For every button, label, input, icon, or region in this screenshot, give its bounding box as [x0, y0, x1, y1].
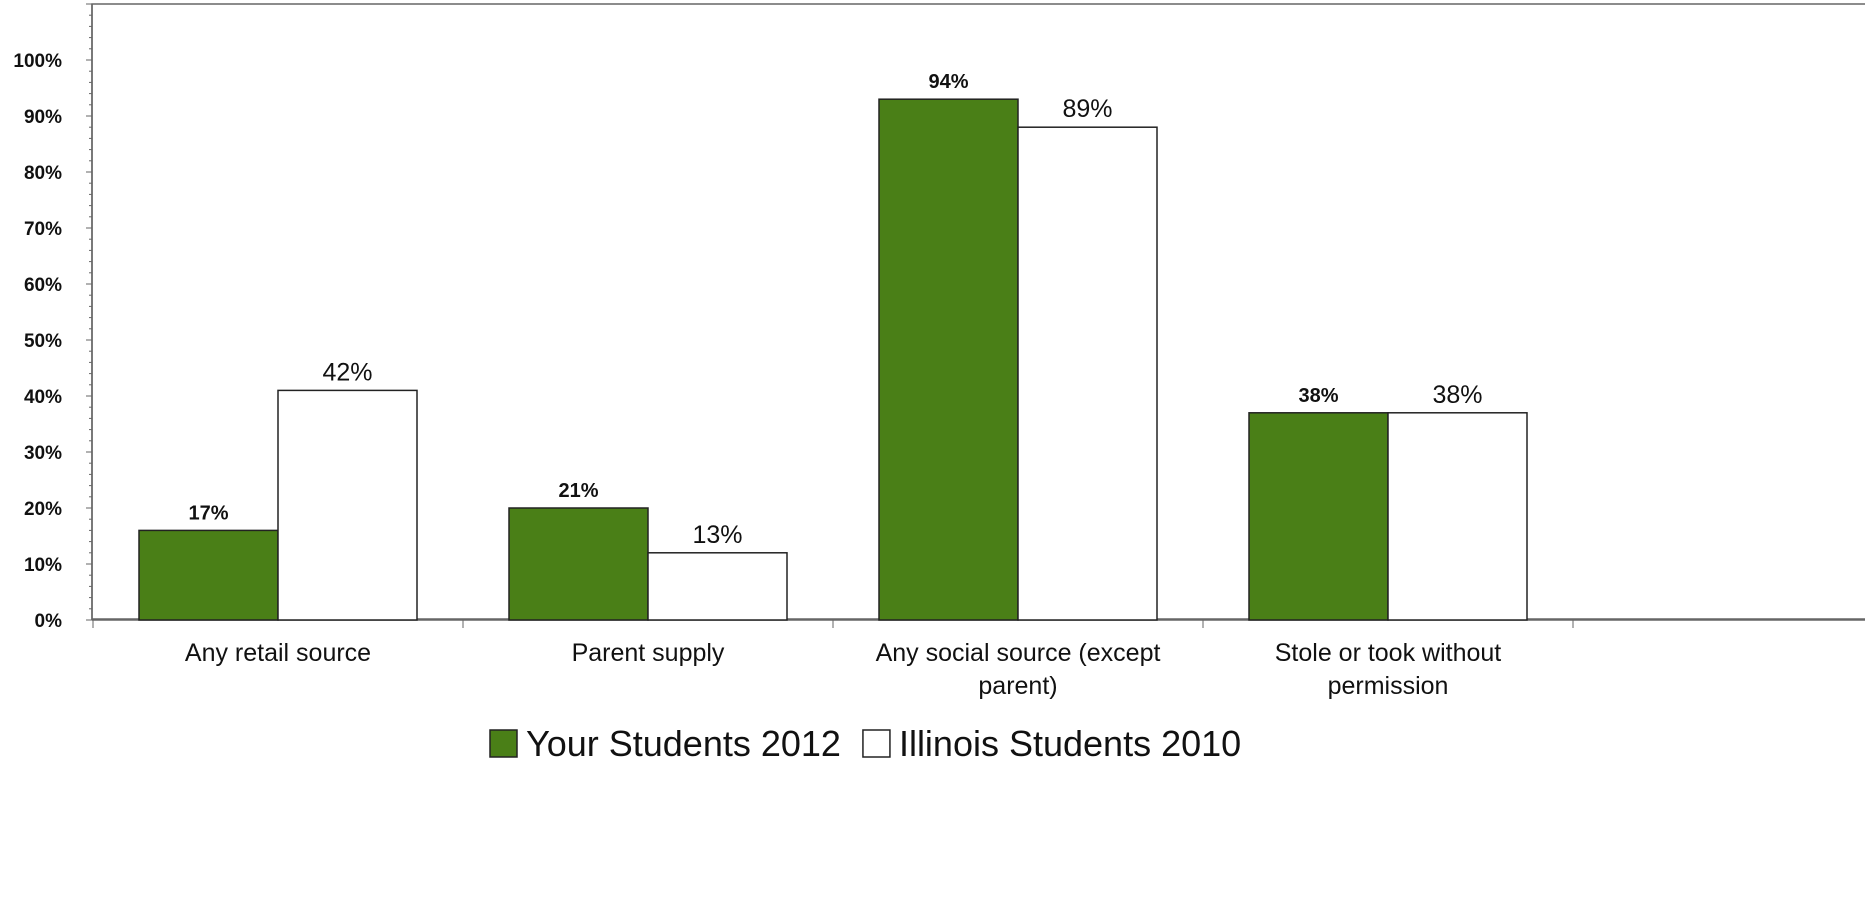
- data-label: 38%: [1432, 381, 1482, 409]
- x-tick-label: Any social source (except: [876, 639, 1161, 667]
- y-tick-label: 10%: [24, 555, 62, 576]
- y-tick-label: 30%: [24, 443, 62, 464]
- x-tick-label: Stole or took without: [1275, 639, 1502, 667]
- bar-illinois-students: [277, 389, 418, 621]
- bar-your-students: [508, 507, 649, 621]
- legend: Your Students 2012 Illinois Students 2010: [489, 723, 1241, 764]
- bar-your-students: [1248, 412, 1389, 621]
- x-tick-label: permission: [1328, 672, 1449, 700]
- y-tick-label: 70%: [24, 219, 62, 240]
- data-label: 94%: [928, 71, 968, 93]
- y-tick-label: 20%: [24, 499, 62, 520]
- data-label: 89%: [1062, 95, 1112, 123]
- y-tick-label: 0%: [35, 611, 63, 632]
- legend-label: Illinois Students 2010: [899, 723, 1241, 764]
- data-label: 21%: [558, 480, 598, 502]
- legend-swatch: [489, 729, 518, 758]
- data-label: 38%: [1298, 385, 1338, 407]
- bars: [138, 98, 1528, 621]
- data-label: 13%: [692, 521, 742, 549]
- bar-illinois-students: [647, 552, 788, 621]
- bar-your-students: [138, 529, 279, 621]
- y-tick-label: 100%: [13, 51, 62, 72]
- legend-label: Your Students 2012: [526, 723, 841, 764]
- x-tick-label: Any retail source: [185, 639, 371, 667]
- y-tick-label: 50%: [24, 331, 62, 352]
- legend-swatch: [862, 729, 891, 758]
- data-label: 42%: [322, 358, 372, 386]
- data-label: 17%: [188, 502, 228, 524]
- x-tick-label: parent): [978, 672, 1057, 700]
- y-tick-label: 80%: [24, 163, 62, 184]
- x-tick-label: Parent supply: [572, 639, 725, 667]
- bar-your-students: [878, 98, 1019, 621]
- x-axis: Any retail source Parent supply Any social…: [92, 619, 1865, 700]
- y-tick-label: 90%: [24, 107, 62, 128]
- y-axis: 0% 10% 20% 30% 40% 50% 60% 70% 80% 90% 100%: [13, 3, 93, 632]
- y-tick-label: 40%: [24, 387, 62, 408]
- data-labels: 17% 21% 94% 38% 42% 13% 89% 38%: [188, 71, 1482, 549]
- bar-illinois-students: [1017, 126, 1158, 621]
- bar-illinois-students: [1387, 412, 1528, 621]
- y-tick-label: 60%: [24, 275, 62, 296]
